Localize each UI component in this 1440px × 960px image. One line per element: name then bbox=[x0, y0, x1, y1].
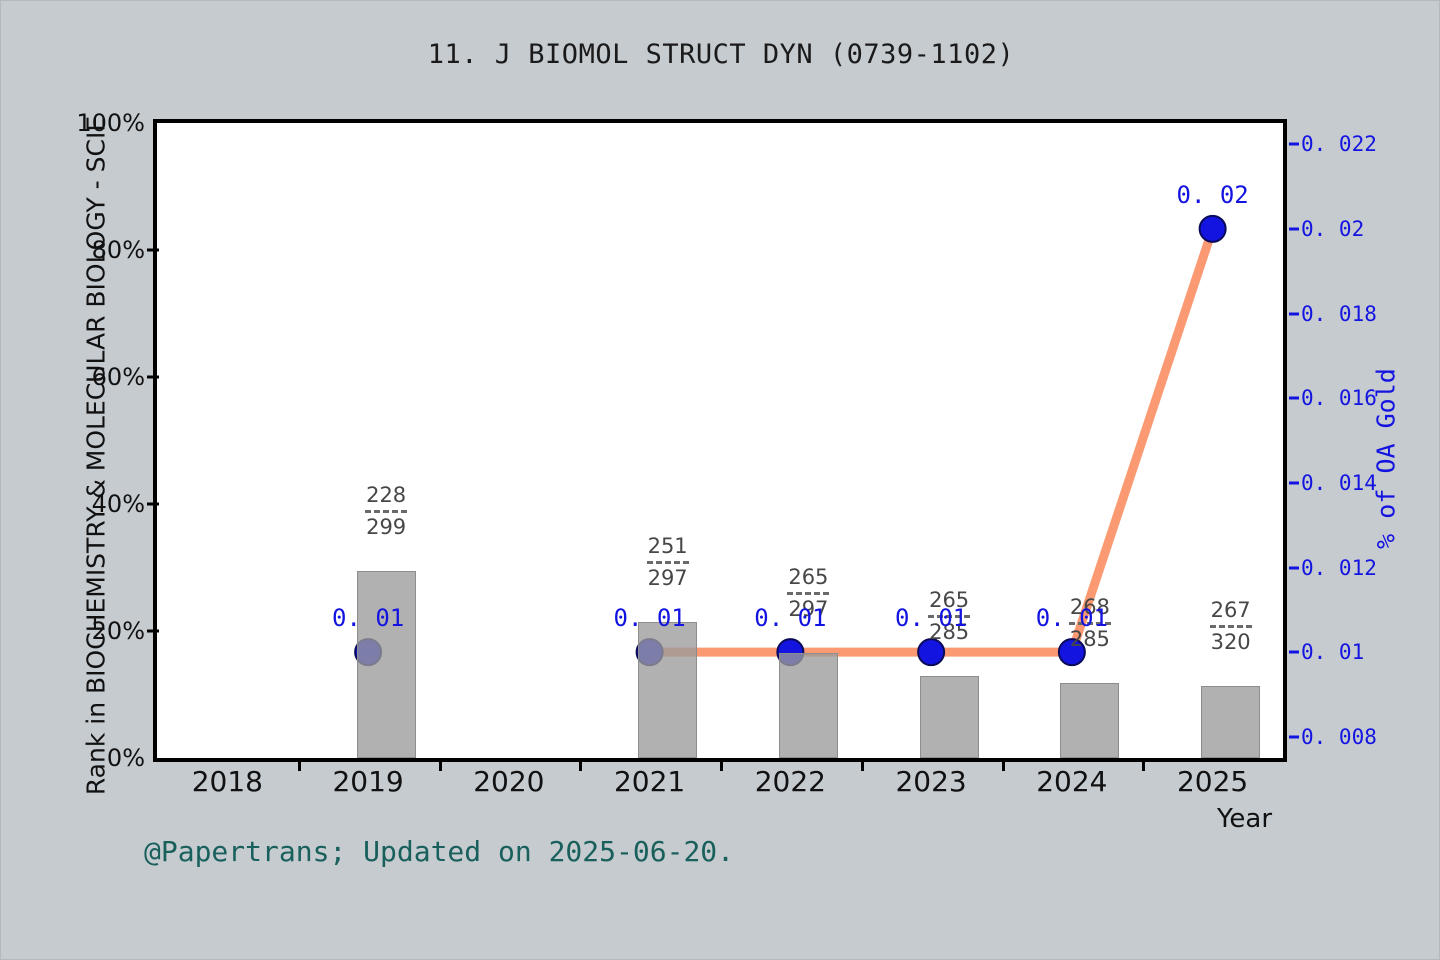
bar-label-rule bbox=[787, 591, 830, 595]
bar-label-numerator: 265 bbox=[788, 564, 829, 589]
page-title: 11. J BIOMOL STRUCT DYN (0739-1102) bbox=[427, 39, 1015, 70]
bar-label-numerator: 267 bbox=[1210, 597, 1251, 622]
y-axis-label-right: % of OA Gold bbox=[1371, 368, 1401, 549]
y-tick-label-left: 40% bbox=[91, 490, 145, 518]
data-point-label: 0. 02 bbox=[1176, 180, 1249, 209]
x-tick-label: 2023 bbox=[895, 765, 967, 798]
plot-area bbox=[153, 119, 1287, 762]
data-point-label: 0. 01 bbox=[1035, 604, 1108, 633]
bar bbox=[778, 652, 838, 758]
x-tick-mark bbox=[579, 759, 583, 771]
bar-label-rule bbox=[928, 615, 971, 619]
bar-label-denominator: 285 bbox=[1069, 627, 1110, 652]
bar bbox=[356, 570, 416, 758]
y-tick-label-left: 80% bbox=[91, 236, 145, 264]
y-tick-mark-left bbox=[147, 248, 159, 252]
bar-label-rule bbox=[1068, 622, 1111, 626]
y-tick-mark-right bbox=[1289, 142, 1299, 146]
bar-value-label: 268 285 bbox=[1010, 597, 1170, 650]
x-tick-mark bbox=[860, 759, 864, 771]
bar-label-denominator: 299 bbox=[366, 514, 407, 539]
y-tick-label-left: 60% bbox=[91, 363, 145, 391]
oa-gold-line bbox=[354, 224, 1218, 667]
y-tick-mark-right bbox=[1289, 735, 1299, 739]
bar-label-denominator: 320 bbox=[1210, 629, 1251, 654]
y-tick-mark-right bbox=[1289, 650, 1299, 654]
y-tick-mark-right bbox=[1289, 481, 1299, 485]
data-point-label: 0. 01 bbox=[613, 604, 686, 633]
data-point-marker bbox=[1198, 214, 1227, 243]
y-tick-mark-left bbox=[147, 629, 159, 633]
bar-label-rule bbox=[1209, 624, 1252, 628]
y-tick-mark-right bbox=[1289, 566, 1299, 569]
bar bbox=[638, 622, 698, 758]
plot-inner bbox=[157, 123, 1283, 758]
x-tick-label: 2022 bbox=[754, 765, 826, 798]
y-tick-label-left: 0% bbox=[106, 744, 145, 772]
y-tick-label-right: 0. 008 bbox=[1301, 724, 1377, 749]
y-tick-mark-right bbox=[1289, 396, 1299, 400]
bar-value-label: 228 299 bbox=[306, 482, 466, 539]
y-tick-label-right: 0. 018 bbox=[1301, 301, 1377, 326]
x-tick-label: 2024 bbox=[1036, 765, 1108, 798]
x-tick-mark bbox=[438, 759, 442, 771]
bar bbox=[919, 676, 979, 758]
bar-label-numerator: 251 bbox=[647, 534, 688, 559]
bar-label-denominator: 285 bbox=[929, 620, 970, 645]
bar-label-rule bbox=[365, 509, 408, 513]
x-axis-label: Year bbox=[1217, 804, 1273, 834]
bar-label-numerator: 268 bbox=[1069, 595, 1110, 620]
oa-gold-markers bbox=[917, 214, 1227, 667]
y-tick-label-right: 0. 012 bbox=[1301, 555, 1377, 580]
y-tick-mark-right bbox=[1289, 312, 1299, 315]
bar-label-numerator: 265 bbox=[929, 588, 970, 613]
x-tick-label: 2021 bbox=[613, 765, 686, 798]
x-tick-label: 2018 bbox=[191, 765, 263, 798]
x-tick-label: 2020 bbox=[473, 765, 545, 798]
y-tick-label-right: 0. 01 bbox=[1301, 640, 1365, 665]
data-point-label: 0. 01 bbox=[895, 604, 968, 633]
bar-label-rule bbox=[646, 561, 689, 565]
bar-value-label: 265 285 bbox=[869, 590, 1029, 643]
y-tick-label-right: 0. 016 bbox=[1301, 386, 1377, 411]
bar bbox=[1201, 685, 1261, 758]
y-tick-mark-right bbox=[1289, 227, 1299, 231]
y-tick-mark-left bbox=[147, 502, 159, 506]
x-tick-mark bbox=[297, 759, 301, 771]
bar-value-label: 251 297 bbox=[588, 536, 748, 589]
bar-value-label: 267 320 bbox=[1151, 597, 1311, 654]
bar bbox=[1060, 683, 1120, 758]
y-tick-label-left: 20% bbox=[91, 617, 145, 645]
x-tick-mark bbox=[1001, 759, 1005, 771]
y-tick-label-right: 0. 022 bbox=[1301, 132, 1377, 157]
y-tick-label-right: 0. 014 bbox=[1301, 470, 1377, 495]
y-tick-label-left: 100% bbox=[76, 109, 145, 137]
data-point-label: 0. 01 bbox=[332, 604, 405, 633]
x-tick-mark bbox=[720, 759, 723, 771]
footer-note: @Papertrans; Updated on 2025-06-20. bbox=[144, 835, 735, 868]
bar-value-label: 265 297 bbox=[728, 564, 888, 621]
bar-label-denominator: 297 bbox=[788, 596, 829, 621]
bar-label-denominator: 297 bbox=[647, 566, 688, 591]
bar-label-numerator: 228 bbox=[366, 482, 407, 507]
data-point-label: 0. 01 bbox=[754, 604, 827, 633]
y-tick-mark-left bbox=[147, 375, 159, 379]
x-tick-mark bbox=[1142, 759, 1146, 771]
x-tick-label: 2025 bbox=[1176, 765, 1249, 798]
y-tick-label-right: 0. 02 bbox=[1301, 216, 1365, 241]
x-tick-label: 2019 bbox=[332, 765, 404, 798]
